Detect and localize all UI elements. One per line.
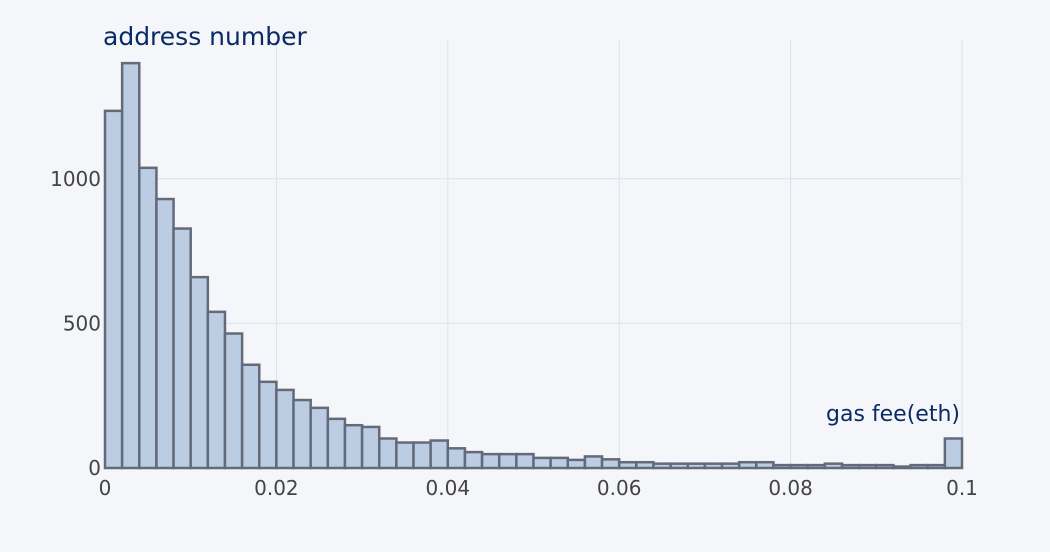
- histogram-bar: [292, 398, 312, 470]
- histogram-bar: [223, 332, 244, 470]
- y-tick-label: 0: [88, 456, 101, 480]
- histogram-bar: [206, 310, 227, 470]
- histogram-bar: [343, 423, 364, 470]
- histogram-bar: [377, 437, 398, 470]
- histogram-bar: [258, 380, 278, 470]
- histogram-bar: [429, 439, 450, 470]
- histogram-bar: [309, 406, 330, 470]
- histogram-bar: [326, 417, 347, 470]
- histogram-bar: [583, 455, 604, 470]
- histogram-bar: [395, 441, 415, 470]
- x-tick-label: 0: [99, 476, 112, 500]
- histogram-bar: [446, 447, 467, 470]
- histogram-bar: [240, 363, 261, 470]
- bars: [103, 61, 964, 470]
- histogram-bar: [549, 456, 570, 470]
- histogram-bar: [532, 456, 552, 470]
- histogram-bar: [943, 437, 964, 470]
- histogram-bar: [172, 227, 192, 470]
- histogram-bar: [600, 458, 621, 470]
- histogram-bar: [138, 166, 158, 470]
- histogram-bar: [103, 109, 124, 470]
- x-axis-title: gas fee(eth): [826, 402, 960, 427]
- histogram-bar: [515, 452, 535, 470]
- y-tick-label: 500: [63, 311, 101, 335]
- histogram-bar: [275, 388, 295, 470]
- histogram-bar: [360, 425, 381, 470]
- histogram-bar: [566, 458, 587, 470]
- x-tick-label: 0.02: [254, 476, 299, 500]
- histogram-bar: [120, 61, 141, 470]
- histogram-bar: [412, 441, 432, 470]
- x-tick-label: 0.04: [426, 476, 471, 500]
- histogram-bar: [189, 275, 210, 470]
- x-axis-ticks: 0 0.02 0.04 0.06 0.08 0.1: [99, 476, 978, 500]
- grid-lines: [105, 40, 963, 468]
- x-tick-label: 0.1: [946, 476, 978, 500]
- histogram-bar: [463, 450, 484, 470]
- histogram-bar: [497, 452, 518, 470]
- histogram-bar: [155, 197, 175, 470]
- y-axis-title: address number: [103, 22, 307, 51]
- y-axis-ticks: 0 500 1000: [50, 167, 101, 480]
- y-tick-label: 1000: [50, 167, 101, 191]
- x-tick-label: 0.08: [768, 476, 813, 500]
- x-tick-label: 0.06: [597, 476, 642, 500]
- histogram-bar: [480, 452, 501, 470]
